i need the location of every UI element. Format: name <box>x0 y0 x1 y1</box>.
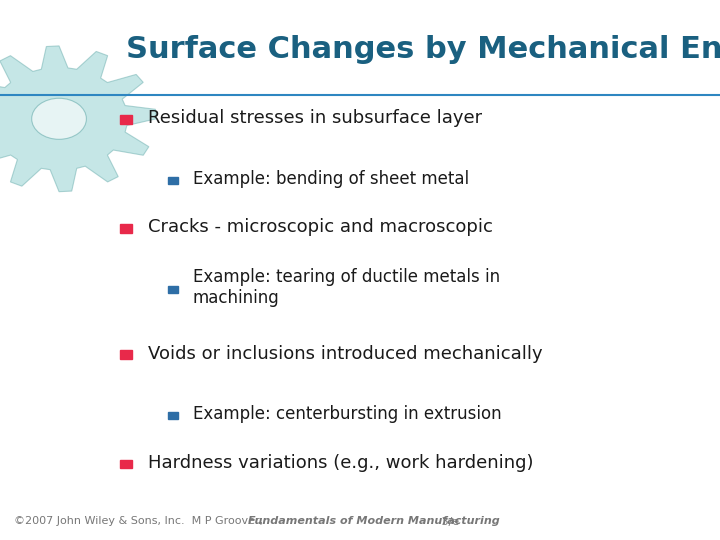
FancyBboxPatch shape <box>168 412 178 419</box>
Text: Hardness variations (e.g., work hardening): Hardness variations (e.g., work hardenin… <box>148 454 533 472</box>
Text: Example: tearing of ductile metals in
machining: Example: tearing of ductile metals in ma… <box>193 268 500 307</box>
Polygon shape <box>0 46 156 192</box>
Text: Voids or inclusions introduced mechanically: Voids or inclusions introduced mechanica… <box>148 345 542 363</box>
FancyBboxPatch shape <box>120 350 132 359</box>
FancyBboxPatch shape <box>120 460 132 468</box>
Circle shape <box>32 98 86 139</box>
Text: Example: strain hardening of new surface in
machining: Example: strain hardening of new surface… <box>193 504 561 540</box>
FancyBboxPatch shape <box>168 521 178 528</box>
Text: 3/e: 3/e <box>438 516 459 526</box>
FancyBboxPatch shape <box>120 224 132 233</box>
Text: Residual stresses in subsurface layer: Residual stresses in subsurface layer <box>148 109 482 127</box>
Text: ©2007 John Wiley & Sons, Inc.  M P Groover,: ©2007 John Wiley & Sons, Inc. M P Groove… <box>14 516 267 526</box>
Text: Example: centerbursting in extrusion: Example: centerbursting in extrusion <box>193 405 502 423</box>
Text: Surface Changes by Mechanical Energy: Surface Changes by Mechanical Energy <box>126 35 720 64</box>
FancyBboxPatch shape <box>168 177 178 184</box>
Text: Fundamentals of Modern Manufacturing: Fundamentals of Modern Manufacturing <box>248 516 500 526</box>
Text: Example: bending of sheet metal: Example: bending of sheet metal <box>193 170 469 188</box>
FancyBboxPatch shape <box>0 502 720 540</box>
Text: Cracks ‑ microscopic and macroscopic: Cracks ‑ microscopic and macroscopic <box>148 218 492 237</box>
FancyBboxPatch shape <box>120 115 132 124</box>
FancyBboxPatch shape <box>168 286 178 293</box>
